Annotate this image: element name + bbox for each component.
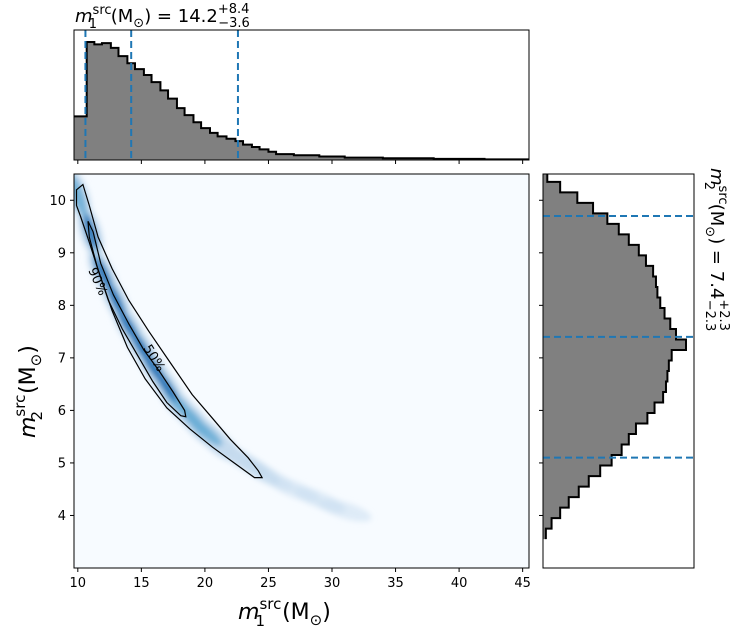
x-tick-label-5: 35	[387, 576, 404, 591]
top-marginal-histogram	[73, 29, 530, 164]
right-marginal-frame	[542, 173, 695, 569]
y-tick-label-6: 10	[49, 194, 66, 209]
y-tick-label-2: 6	[58, 404, 66, 419]
x-axis-ticks: 10 15 20 25 30 35 40 45	[70, 568, 531, 591]
heatmap-cell-mid-0	[74, 174, 87, 216]
x-tick-label-7: 45	[514, 576, 531, 591]
y-axis-ticks: 4 5 6 7 8 9 10	[49, 194, 74, 524]
top-histogram-outline	[74, 41, 529, 161]
x-tick-label-3: 25	[260, 576, 277, 591]
right-histogram-fill	[543, 174, 686, 540]
right-marginal-title: msrc2 (M⊙) = 7.4+2.3−2.3	[701, 168, 731, 331]
right-marginal-histogram	[539, 173, 695, 569]
heatmap-cell-core-7	[156, 371, 178, 402]
x-tick-label-6: 40	[451, 576, 468, 591]
y-axis-label: msrc2 (M⊙)	[11, 345, 46, 438]
right-marginal-ticks	[539, 199, 543, 516]
x-tick-label-0: 10	[70, 576, 87, 591]
heatmap-cell-core-1	[84, 214, 97, 250]
x-tick-label-1: 15	[133, 576, 150, 591]
y-tick-label-4: 8	[58, 299, 66, 314]
joint-frame	[73, 173, 530, 569]
y-tick-label-1: 5	[58, 456, 66, 471]
top-histogram-fill	[74, 42, 529, 160]
heatmap-cell-mid-10	[187, 416, 223, 447]
heatmap-cell-halo-18	[317, 498, 372, 522]
right-histogram-outline	[544, 174, 687, 540]
y-tick-label-5: 9	[58, 246, 66, 261]
top-marginal-title: msrc 1 (M⊙) = 14.2+8.4 −3.6	[75, 2, 250, 32]
heatmap-cell-core-2	[94, 257, 112, 291]
x-tick-label-4: 30	[324, 576, 341, 591]
y-tick-label-0: 4	[58, 509, 66, 524]
right-quantile-lines	[543, 215, 694, 459]
x-tick-label-2: 20	[197, 576, 214, 591]
x-axis-label: msrc 1 (M⊙)	[238, 595, 331, 630]
top-marginal-frame	[73, 29, 530, 161]
joint-background	[74, 174, 529, 568]
contour-50	[87, 221, 187, 418]
top-marginal-ticks	[77, 160, 524, 164]
y-tick-label-3: 7	[58, 351, 66, 366]
